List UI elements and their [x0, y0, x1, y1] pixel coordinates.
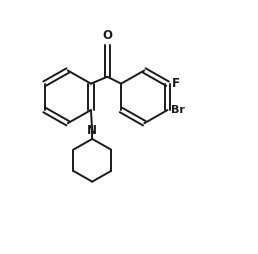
Text: O: O — [102, 29, 112, 42]
Text: F: F — [172, 77, 180, 90]
Text: N: N — [87, 124, 97, 137]
Text: Br: Br — [171, 105, 185, 115]
